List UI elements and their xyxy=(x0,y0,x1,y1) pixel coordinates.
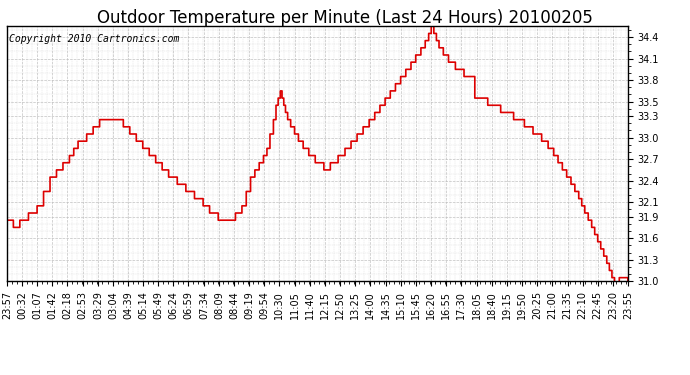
Text: Outdoor Temperature per Minute (Last 24 Hours) 20100205: Outdoor Temperature per Minute (Last 24 … xyxy=(97,9,593,27)
Text: Copyright 2010 Cartronics.com: Copyright 2010 Cartronics.com xyxy=(9,34,179,44)
